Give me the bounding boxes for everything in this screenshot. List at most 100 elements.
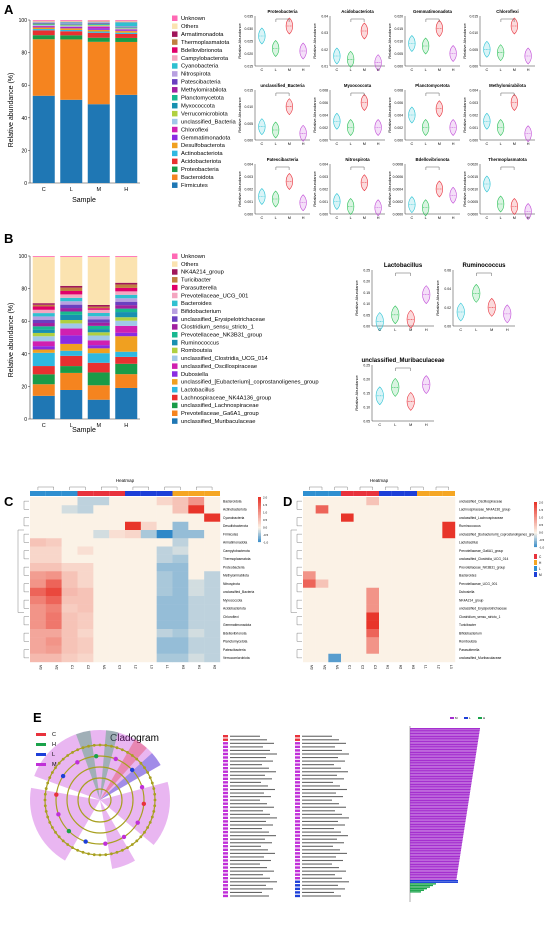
taxa-swatch	[223, 849, 228, 851]
taxa-label-line	[230, 814, 270, 815]
bar-segment	[60, 351, 82, 356]
taxa-label-line	[302, 803, 339, 804]
heatmap-row-label: unclassified_Oscillospiraceae	[459, 499, 502, 503]
lda-bar	[410, 734, 479, 735]
color-scale-step	[258, 515, 261, 517]
taxa-label-line	[302, 842, 344, 843]
violin-y-tick: 0.000	[470, 65, 479, 69]
heatmap-cell	[366, 580, 379, 588]
legend-swatch	[172, 182, 178, 188]
bar-segment	[115, 333, 137, 336]
legend-label: Acidobacteriota	[181, 159, 222, 165]
taxa-label-line	[230, 771, 276, 772]
heatmap-cell	[30, 604, 46, 612]
violin-x-tick: L	[394, 328, 396, 332]
heatmap-cell	[125, 547, 141, 555]
heatmap-cell	[188, 530, 204, 538]
heatmap-cell	[188, 538, 204, 546]
violin-y-tick: 0.0004	[393, 188, 403, 192]
heatmap-cell	[46, 538, 62, 546]
taxa-label-line	[302, 810, 335, 811]
bar-segment	[33, 96, 55, 183]
heatmap-cell	[430, 505, 443, 513]
heatmap-cell	[125, 530, 141, 538]
violin-x-tick: M	[438, 142, 441, 146]
heatmap-cell	[204, 514, 220, 522]
violin-y-tick: 0.004	[245, 163, 254, 167]
heatmap-cell	[328, 497, 341, 505]
heatmap-cell	[417, 538, 430, 546]
column-group-bar	[316, 491, 329, 496]
heatmap-cell	[93, 604, 109, 612]
heatmap-cell	[430, 654, 443, 662]
cladogram-node	[143, 831, 146, 834]
taxa-label-line	[302, 764, 334, 765]
heatmap-cell	[173, 563, 189, 571]
heatmap-cell	[173, 604, 189, 612]
legend-swatch	[172, 55, 178, 61]
bar-segment	[88, 310, 110, 313]
bar-segment	[88, 316, 110, 319]
color-scale-label: 0.0	[263, 526, 268, 530]
heatmap-column-label: M3	[310, 665, 314, 670]
color-scale-step	[534, 541, 537, 543]
x-tick-label: C	[42, 423, 46, 429]
taxa-swatch	[223, 845, 228, 847]
violin-x-tick: C	[459, 328, 462, 332]
taxa-swatch	[295, 763, 300, 765]
taxa-label-line	[302, 860, 343, 861]
cladogram-node	[67, 829, 71, 833]
cladogram-node	[76, 849, 79, 852]
bar-segment	[88, 363, 110, 373]
violin-y-tick: 0.000	[320, 139, 329, 143]
heatmap-cell	[62, 538, 78, 546]
y-tick-label: 60	[21, 319, 27, 325]
heatmap-cell	[442, 547, 455, 555]
taxa-label-line	[230, 881, 277, 882]
taxa-swatch	[295, 778, 300, 780]
heatmap-cell	[157, 505, 173, 513]
taxa-label-line	[302, 839, 337, 840]
heatmap-cell	[430, 530, 443, 538]
panel-d-heatmap: Heatmapunclassified_OscillospiraceaeLach…	[291, 478, 545, 670]
heatmap-column-label: M2	[54, 665, 58, 670]
violin-y-tick: 0.010	[395, 40, 404, 44]
heatmap-cell	[392, 654, 405, 662]
heatmap-cell	[109, 514, 125, 522]
legend-label: unclassified_Muribaculaceae	[181, 419, 255, 425]
heatmap-cell	[188, 629, 204, 637]
heatmap-column-label: L1	[165, 665, 169, 669]
taxa-label-line	[302, 746, 335, 747]
lda-bar	[410, 864, 459, 865]
taxa-label-line	[302, 888, 345, 889]
taxa-swatch	[295, 856, 300, 858]
heatmap-row-label: Clostridium_sensu_stricto_1	[459, 615, 501, 619]
heatmap-cell	[157, 629, 173, 637]
taxa-label-line	[302, 739, 339, 740]
heatmap-cell	[62, 555, 78, 563]
column-group-bar	[30, 491, 46, 496]
legend-label: unclassified_Clostridia_UCG_014	[181, 356, 268, 362]
heatmap-cell	[62, 514, 78, 522]
heatmap-cell	[417, 621, 430, 629]
column-group-bar	[93, 491, 109, 496]
panel-e-cladogram: Cladogram	[30, 730, 170, 869]
cladogram-node	[143, 766, 146, 769]
row-dendrogram	[297, 501, 302, 509]
heatmap-cell	[328, 621, 341, 629]
heatmap-cell	[62, 571, 78, 579]
legend-swatch	[172, 71, 178, 77]
taxa-label-line	[302, 828, 334, 829]
taxa-swatch	[223, 767, 228, 769]
significance-bracket	[426, 167, 439, 170]
heatmap-cell	[328, 588, 341, 596]
cladogram-node	[46, 782, 49, 785]
significance-bracket	[501, 167, 514, 170]
heatmap-cell	[341, 555, 354, 563]
heatmap-column-label: C2	[86, 665, 90, 669]
row-dendrogram	[24, 600, 29, 608]
lda-bar	[410, 762, 475, 763]
violin-y-tick: 0.003	[245, 175, 254, 179]
heatmap-column-label: L2	[134, 665, 138, 669]
heatmap-cell	[366, 596, 379, 604]
